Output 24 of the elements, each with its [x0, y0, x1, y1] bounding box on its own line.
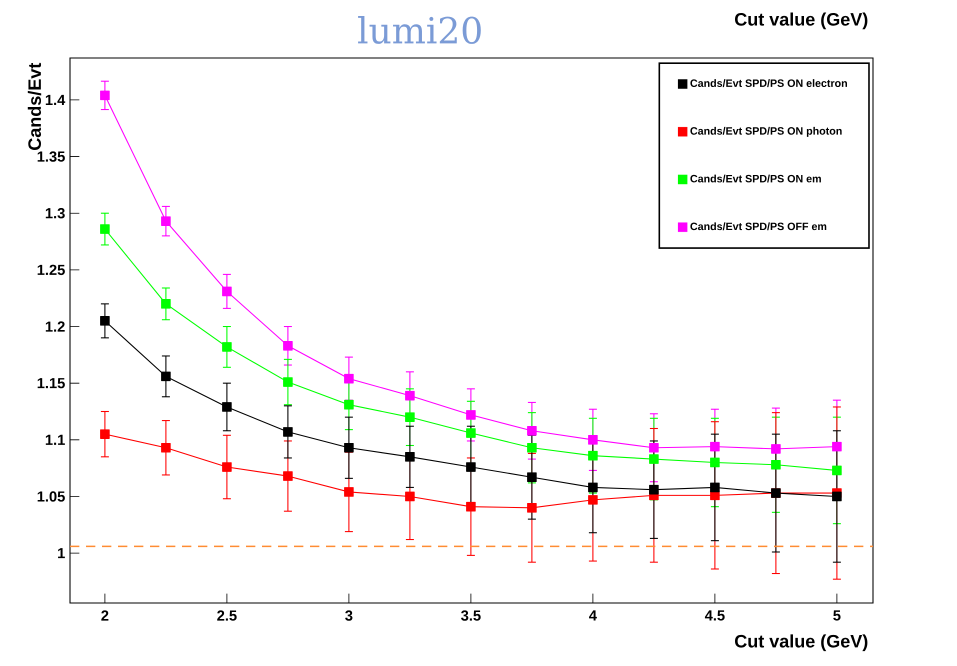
y-tick-label: 1.15 — [38, 378, 65, 388]
y-tick-label: 1.25 — [38, 264, 65, 276]
text: lumi20 — [358, 16, 481, 44]
legend-label: Cands/Evt SPD/PS ON em — [690, 174, 821, 183]
x-tick-label: 4.5 — [704, 610, 725, 621]
legend-label: Cands/Evt SPD/PS ON photon — [690, 126, 842, 137]
y-tick-label: 1.3 — [46, 208, 65, 218]
chart-title: Cut value (GeV) — [735, 12, 868, 30]
y-tick-label: 1.4 — [46, 94, 66, 105]
x-tick-label: 3 — [345, 610, 352, 621]
y-tick-label: 1.2 — [46, 321, 65, 332]
x-tick-label: 2 — [101, 610, 108, 621]
x-tick-label: 4 — [589, 610, 597, 620]
y-tick-label: 1.05 — [38, 491, 65, 502]
x-tick-label: 3.5 — [461, 610, 481, 621]
y-tick-label: 1.1 — [46, 434, 65, 445]
x-tick-label: 5 — [833, 610, 841, 621]
x-tick-label: 2.5 — [217, 610, 237, 621]
legend-label: Cands/Evt SPD/PS ON electron — [690, 79, 847, 88]
legend-label: Cands/Evt SPD/PS OFF em — [690, 222, 826, 230]
x-axis-title: Cut value (GeV) — [735, 634, 868, 652]
y-tick-label: 1.35 — [38, 151, 65, 162]
y-axis-title: Cands/Evt — [28, 62, 42, 150]
y-tick-label: 1 — [58, 548, 65, 558]
